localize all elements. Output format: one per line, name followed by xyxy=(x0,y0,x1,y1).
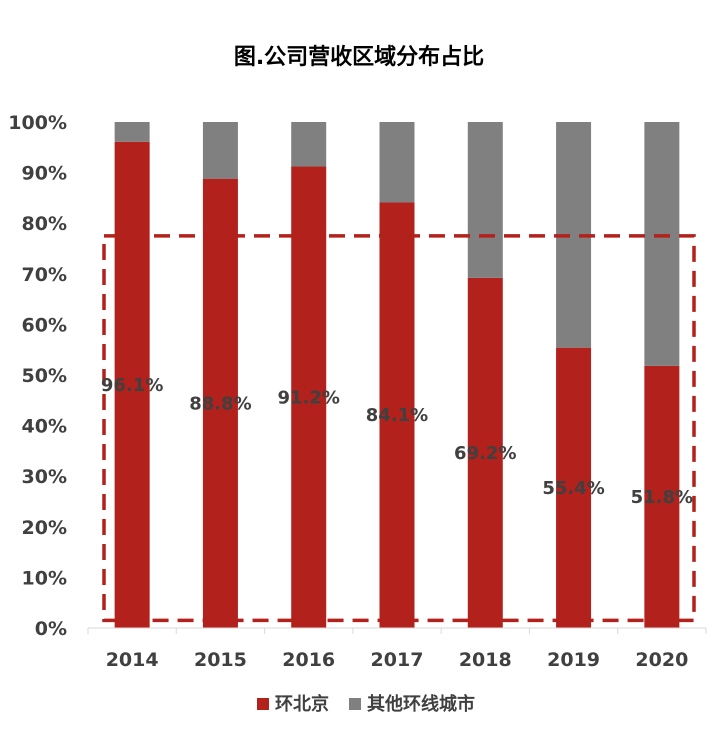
x-tick-label: 2015 xyxy=(194,649,247,671)
dashed-highlight-box xyxy=(102,234,696,623)
bar-primary-2020 xyxy=(644,365,680,628)
bar-primary-2015 xyxy=(202,178,238,628)
y-tick-label: 100% xyxy=(8,112,67,134)
data-label: 69.2% xyxy=(454,443,516,464)
y-tick-label: 40% xyxy=(22,416,67,438)
bar-primary-2014 xyxy=(114,141,150,628)
data-label: 96.1% xyxy=(101,375,163,396)
bar-other-2017 xyxy=(379,122,415,203)
bar-primary-2019 xyxy=(556,347,592,628)
data-label: 84.1% xyxy=(366,405,428,426)
y-tick-label: 90% xyxy=(22,163,67,185)
legend-label: 环北京 xyxy=(275,693,329,715)
data-label: 55.4% xyxy=(542,478,604,499)
bar-other-2018 xyxy=(467,122,503,278)
x-tick-label: 2020 xyxy=(635,649,688,671)
data-labels: 96.1% 88.8% 91.2% 84.1% 69.2% 55.4% 51.8% xyxy=(101,375,693,508)
y-tick-label: 20% xyxy=(22,517,67,539)
bar-other-2020 xyxy=(644,122,680,366)
bar-other-2014 xyxy=(114,122,150,142)
x-tick-label: 2019 xyxy=(547,649,600,671)
y-axis: 0% 10% 20% 30% 40% 50% 60% 70% 80% 90% 100% xyxy=(8,112,67,640)
bars xyxy=(114,122,680,629)
legend-label: 其他环线城市 xyxy=(367,693,475,715)
x-axis: 2014 2015 2016 2017 2018 2019 2020 xyxy=(87,627,707,671)
bar-other-2015 xyxy=(202,122,238,179)
bar-other-2016 xyxy=(291,122,327,167)
x-tick-label: 2014 xyxy=(106,649,159,671)
y-tick-label: 0% xyxy=(35,618,67,640)
legend-swatch xyxy=(257,698,269,710)
chart-title: 图.公司营收区域分布占比 xyxy=(234,44,484,70)
x-tick-label: 2018 xyxy=(459,649,512,671)
y-tick-label: 50% xyxy=(22,365,67,387)
y-tick-label: 30% xyxy=(22,466,67,488)
data-label: 51.8% xyxy=(631,487,693,508)
y-tick-label: 80% xyxy=(22,213,67,235)
bar-primary-2016 xyxy=(291,166,327,628)
y-tick-label: 70% xyxy=(22,264,67,286)
data-label: 91.2% xyxy=(277,387,339,408)
y-tick-label: 60% xyxy=(22,314,67,336)
annotation-layer xyxy=(102,234,696,623)
bar-primary-2017 xyxy=(379,202,415,629)
data-label: 88.8% xyxy=(189,393,251,414)
y-tick-label: 10% xyxy=(22,567,67,589)
legend-swatch xyxy=(349,698,361,710)
bar-primary-2018 xyxy=(467,277,503,628)
x-tick-label: 2017 xyxy=(371,649,424,671)
x-tick-label: 2016 xyxy=(282,649,335,671)
legend: 环北京 其他环线城市 xyxy=(257,693,475,715)
